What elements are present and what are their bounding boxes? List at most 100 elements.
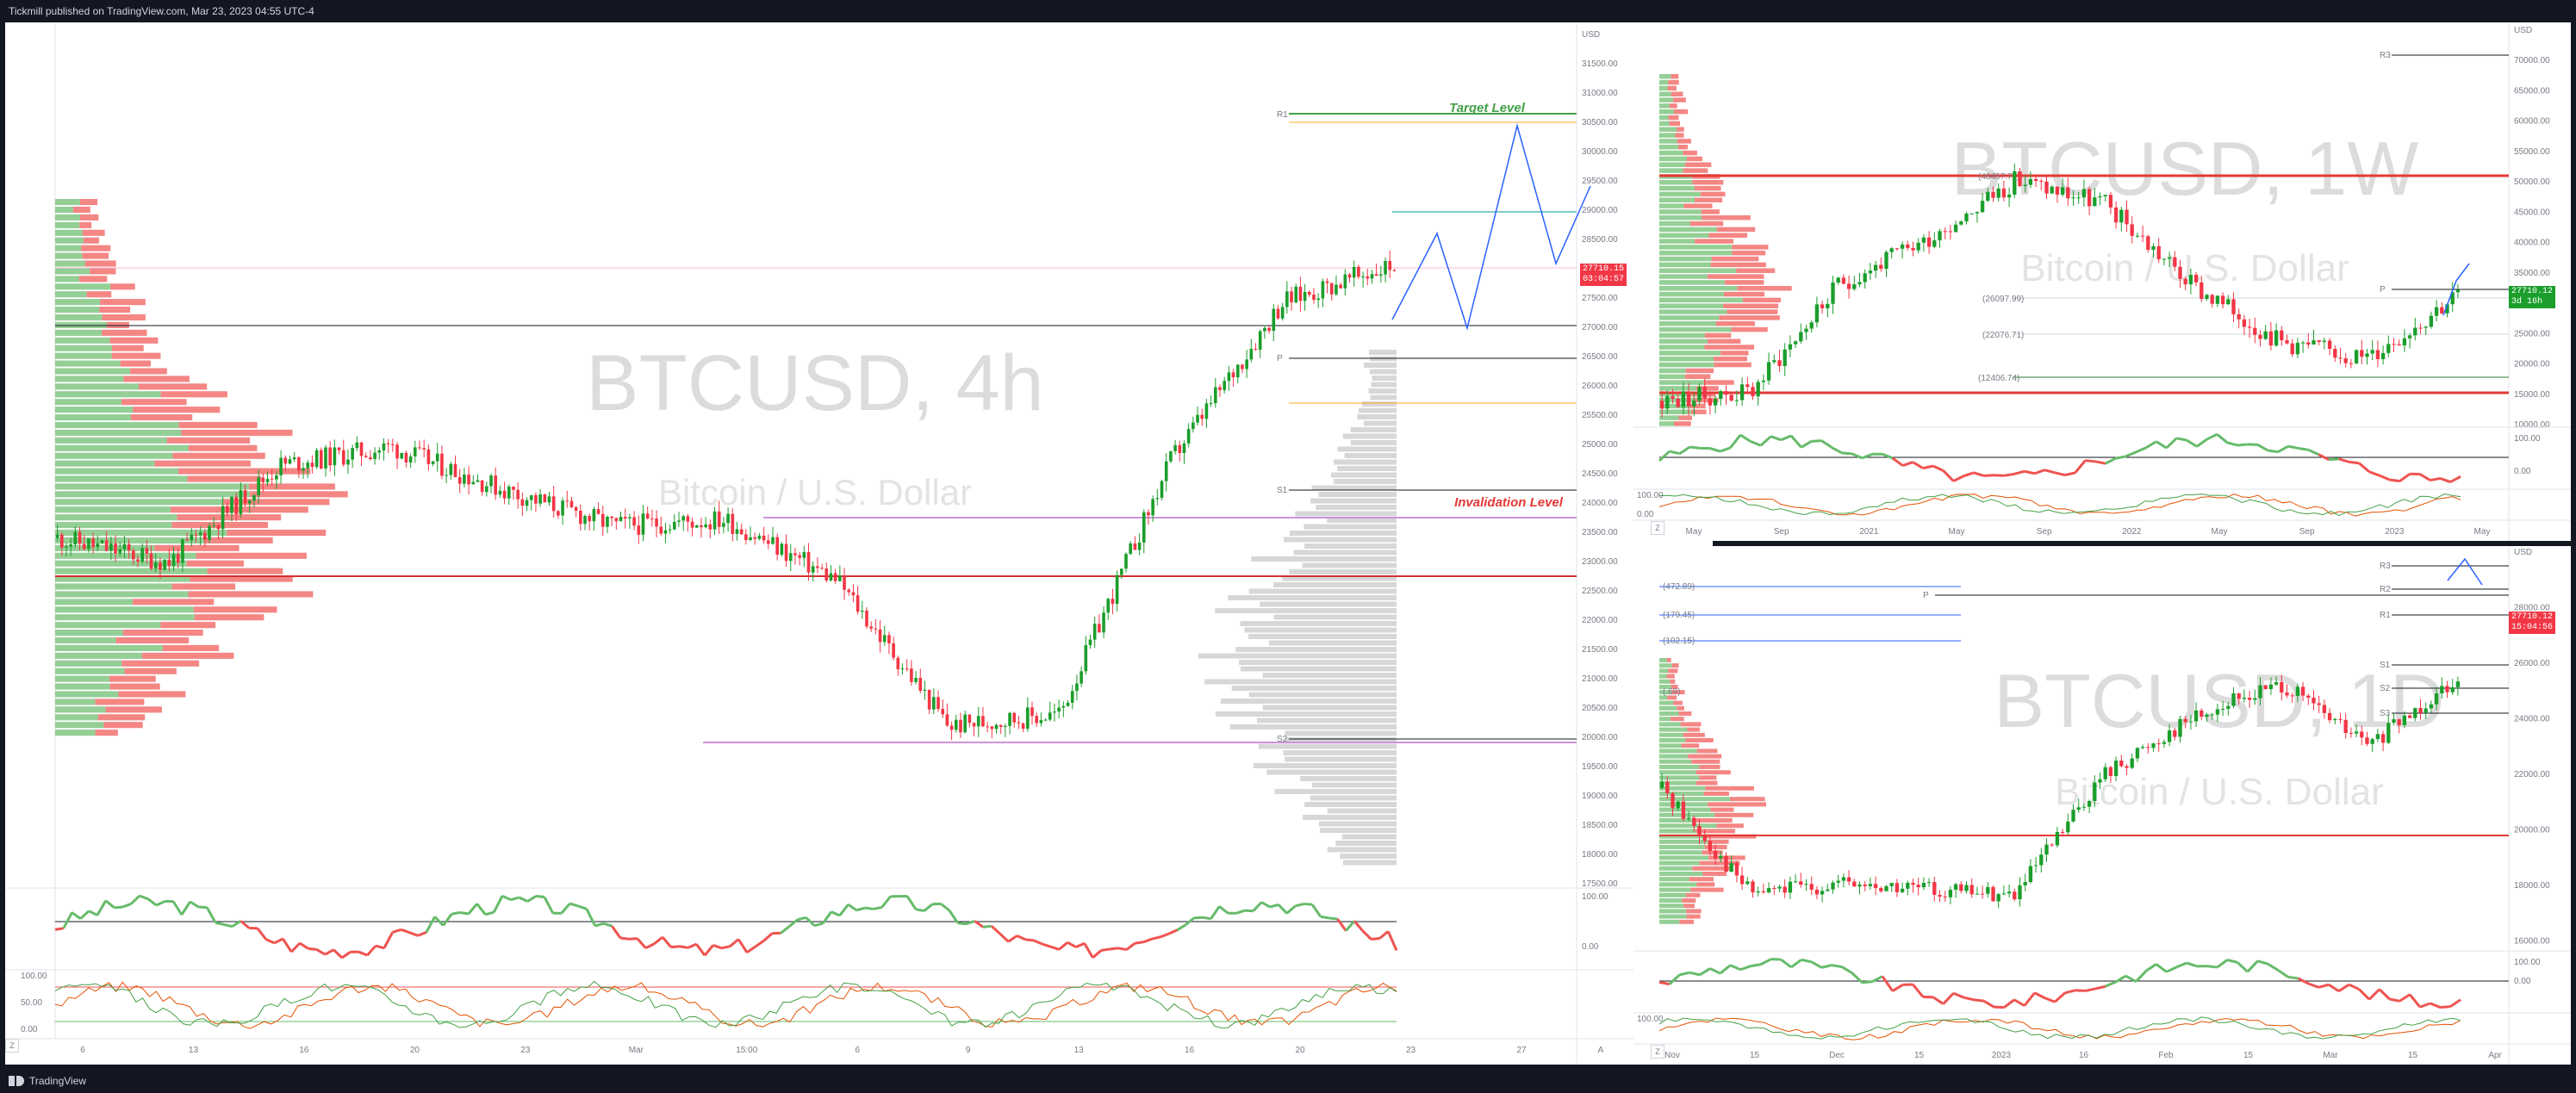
br-rsi-seg [2175,961,2187,969]
left-right-vp-gray [1337,446,1397,452]
tr-candle [1911,247,1915,251]
left-right-vp-gray [1289,569,1397,574]
br-candle [2333,718,2337,721]
br-vp-buy [1659,780,1696,786]
chart-panel-4h[interactable]: BTCUSD, 4h Bitcoin / U.S. Dollar USD 31500.… [5,22,1713,1065]
left-right-vp-gray [1304,802,1397,807]
br-candle [1986,886,1990,894]
left-rsi-seg [442,913,453,927]
tr-rsi-seg [2247,443,2258,446]
tr-vp-sell [1677,139,1691,144]
br-candle [2146,747,2150,748]
tr-candle [2290,343,2294,355]
left-vp-buy [55,506,171,513]
left-rsi-seg [526,895,537,903]
fib-label-4: (12406.74) [1978,374,2019,383]
br-vp-buy [1659,759,1692,764]
br-rsi-seg [1952,991,1964,999]
chart-canvas-1d[interactable]: BTCUSD, 1D Bitcoin / U.S. Dollar USD 28000.… [1633,546,2571,1065]
left-candle [668,529,672,531]
br-candle [2354,731,2359,734]
time-label-1w: Sep [2037,527,2052,537]
br-rsi-seg [2054,991,2066,1003]
left-vp-buy [55,568,208,574]
tr-candle [1724,391,1728,395]
left-rsi-seg [1185,916,1195,926]
left-rsi-seg [1058,941,1069,951]
tr-vp-sell [1695,185,1721,191]
br-candle [1964,885,1969,891]
br-candle [1911,882,1915,885]
left-rsi-seg [905,895,918,910]
left-candle [910,668,913,682]
br-rsi-seg [2013,998,2025,1007]
tr-vp-buy [1659,97,1673,102]
tr-vp-sell [1673,421,1691,426]
br-rsi-seg [2105,980,2117,988]
price-label: 23000.00 [1582,557,1618,567]
br-vp-sell [1696,818,1733,823]
br-candle [2242,697,2247,699]
tr-vp-buy [1659,421,1674,426]
tr-rsi-seg [2105,456,2117,465]
left-candle [551,496,556,512]
br-vp-buy [1659,823,1717,829]
auto-scale-button-1w[interactable]: Z [1651,521,1664,535]
tr-candle [2386,344,2391,353]
price-label: 25500.00 [1582,411,1618,420]
chart-canvas-4h[interactable]: BTCUSD, 4h Bitcoin / U.S. Dollar USD 31500.… [5,22,1713,1065]
tr-vp-buy [1659,109,1674,115]
br-vp-sell [1670,717,1684,722]
pivot-label-r3-1d: R3 [2380,562,2391,571]
auto-scale-button[interactable]: Z [5,1039,19,1053]
tr-candle [2071,197,2075,199]
tr-candle [1820,304,1825,308]
tr-rsi-seg [2287,444,2299,450]
tr-candle [1975,212,1980,214]
left-right-vp-gray [1204,679,1397,685]
left-candle [100,540,104,543]
tr-rsi-seg [2165,437,2178,450]
left-rsi-seg [856,906,866,912]
chart-panel-1d[interactable]: BTCUSD, 1D Bitcoin / U.S. Dollar USD 28000.… [1633,546,2571,1065]
tr-vp-buy [1659,251,1733,256]
left-vp-buy [55,237,84,244]
time-label-1w: Sep [1774,527,1789,537]
tr-candle [2354,350,2359,363]
left-candle [252,494,256,501]
time-label-1d: Dec [1829,1051,1845,1060]
forecast-path [1391,123,1591,331]
chart-panel-1w[interactable]: BTCUSD, 1W Bitcoin / U.S. Dollar USD 70000.… [1633,22,2571,541]
left-right-vp-gray [1318,821,1397,827]
left-vp-buy [55,399,122,406]
left-vp-buy [55,314,103,321]
left-vp-sell [81,245,111,252]
br-candle [1868,884,1873,886]
tr-candle [1863,273,1867,283]
left-rsi-seg [333,948,343,959]
left-rsi-seg [721,945,731,950]
left-vp-sell [106,321,129,328]
brand-text[interactable]: TradingView [29,1074,87,1087]
left-candle [963,714,967,733]
stoch-label-0: 0.00 [21,1025,38,1034]
br-candle [2066,821,2070,833]
auto-scale-button-1d[interactable]: Z [1651,1045,1664,1059]
left-vp-sell [162,644,220,651]
left-vp-buy [55,307,100,314]
left-rsi-seg [96,899,108,916]
tr-candle [2028,178,2033,185]
tr-candle [2220,295,2225,305]
left-rsi-seg [392,928,401,934]
tr-candle [1681,391,1686,407]
left-candle [55,534,59,538]
left-vp-sell [130,368,167,375]
left-vp-buy [55,414,132,421]
left-vp-buy [55,630,123,637]
left-rsi-seg [501,894,512,902]
tr-candle [2429,315,2434,327]
br-vp-buy [1659,674,1667,679]
price-label-1w: 15000.00 [2514,390,2550,400]
br-vp-buy [1659,866,1693,871]
